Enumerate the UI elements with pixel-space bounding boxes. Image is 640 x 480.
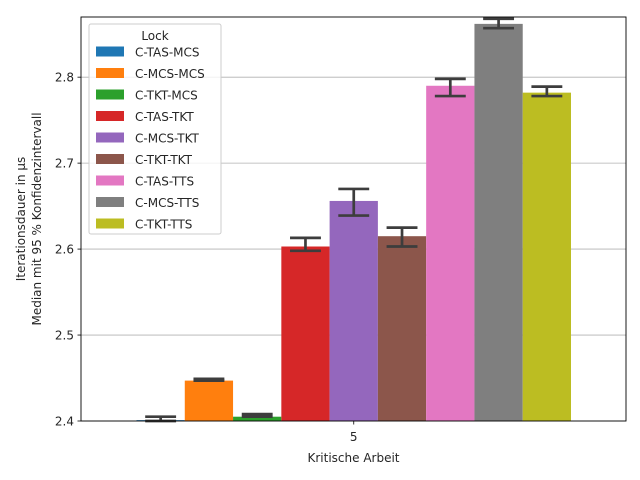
legend-swatch: [96, 218, 124, 229]
x-axis-label: Kritische Arbeit: [307, 451, 399, 465]
legend-entry-label: C-MCS-MCS: [135, 67, 205, 81]
legend-swatch: [96, 197, 124, 207]
bars: [136, 23, 571, 422]
bar-c-tkt-tts: [522, 92, 571, 422]
legend-items: C-TAS-MCS C-MCS-MCS C-TKT-MCS C-TAS-TKT C-MC…: [96, 46, 205, 232]
bar-c-tkt-mcs: [233, 416, 282, 421]
bar-c-mcs-mcs: [184, 380, 234, 421]
legend-swatch: [96, 132, 124, 143]
x-axis-ticks: 5: [350, 421, 358, 444]
legend-swatch: [96, 154, 124, 164]
legend-entry-label: C-TAS-TKT: [135, 110, 194, 124]
legend-swatch: [96, 46, 124, 57]
y-axis-label-line-2: Median mit 95 % Konfidenzintervall: [30, 112, 44, 325]
legend-swatch: [96, 68, 124, 78]
bar-c-tkt-tkt: [377, 236, 427, 421]
bar-c-mcs-tts: [474, 23, 523, 422]
y-tick-label: 2.4: [55, 414, 74, 428]
bar-c-mcs-tkt: [329, 200, 378, 421]
y-axis-label: Iterationsdauer in µs Median mit 95 % Ko…: [14, 112, 44, 325]
legend-entry-label: C-MCS-TTS: [135, 196, 199, 210]
y-tick-label: 2.5: [55, 328, 74, 342]
legend-entry-label: C-TAS-MCS: [135, 46, 200, 60]
legend-entry-label: C-TKT-TKT: [135, 153, 193, 167]
legend-title: Lock: [141, 29, 168, 43]
y-axis-label-line-1: Iterationsdauer in µs: [14, 157, 28, 282]
legend-entry-label: C-TAS-TTS: [135, 175, 194, 189]
bar-c-tas-tts: [426, 85, 475, 421]
y-tick-label: 2.6: [55, 242, 74, 256]
legend-swatch: [96, 175, 124, 186]
legend-entry-label: C-TKT-TTS: [135, 218, 192, 232]
x-tick-label: 5: [350, 430, 358, 444]
y-tick-label: 2.8: [55, 70, 74, 84]
legend-swatch: [96, 111, 124, 121]
legend: Lock C-TAS-MCS C-MCS-MCS C-TKT-MCS C-TAS-TK…: [88, 23, 222, 235]
y-tick-label: 2.7: [55, 156, 74, 170]
error-bars: [145, 17, 563, 423]
legend-entry-label: C-MCS-TKT: [135, 132, 200, 146]
bar-c-tas-tkt: [281, 246, 330, 421]
legend-swatch: [96, 89, 124, 100]
legend-entry-label: C-TKT-MCS: [135, 89, 198, 103]
y-axis-ticks: 2.4 2.5 2.6 2.7 2.8: [55, 70, 81, 428]
